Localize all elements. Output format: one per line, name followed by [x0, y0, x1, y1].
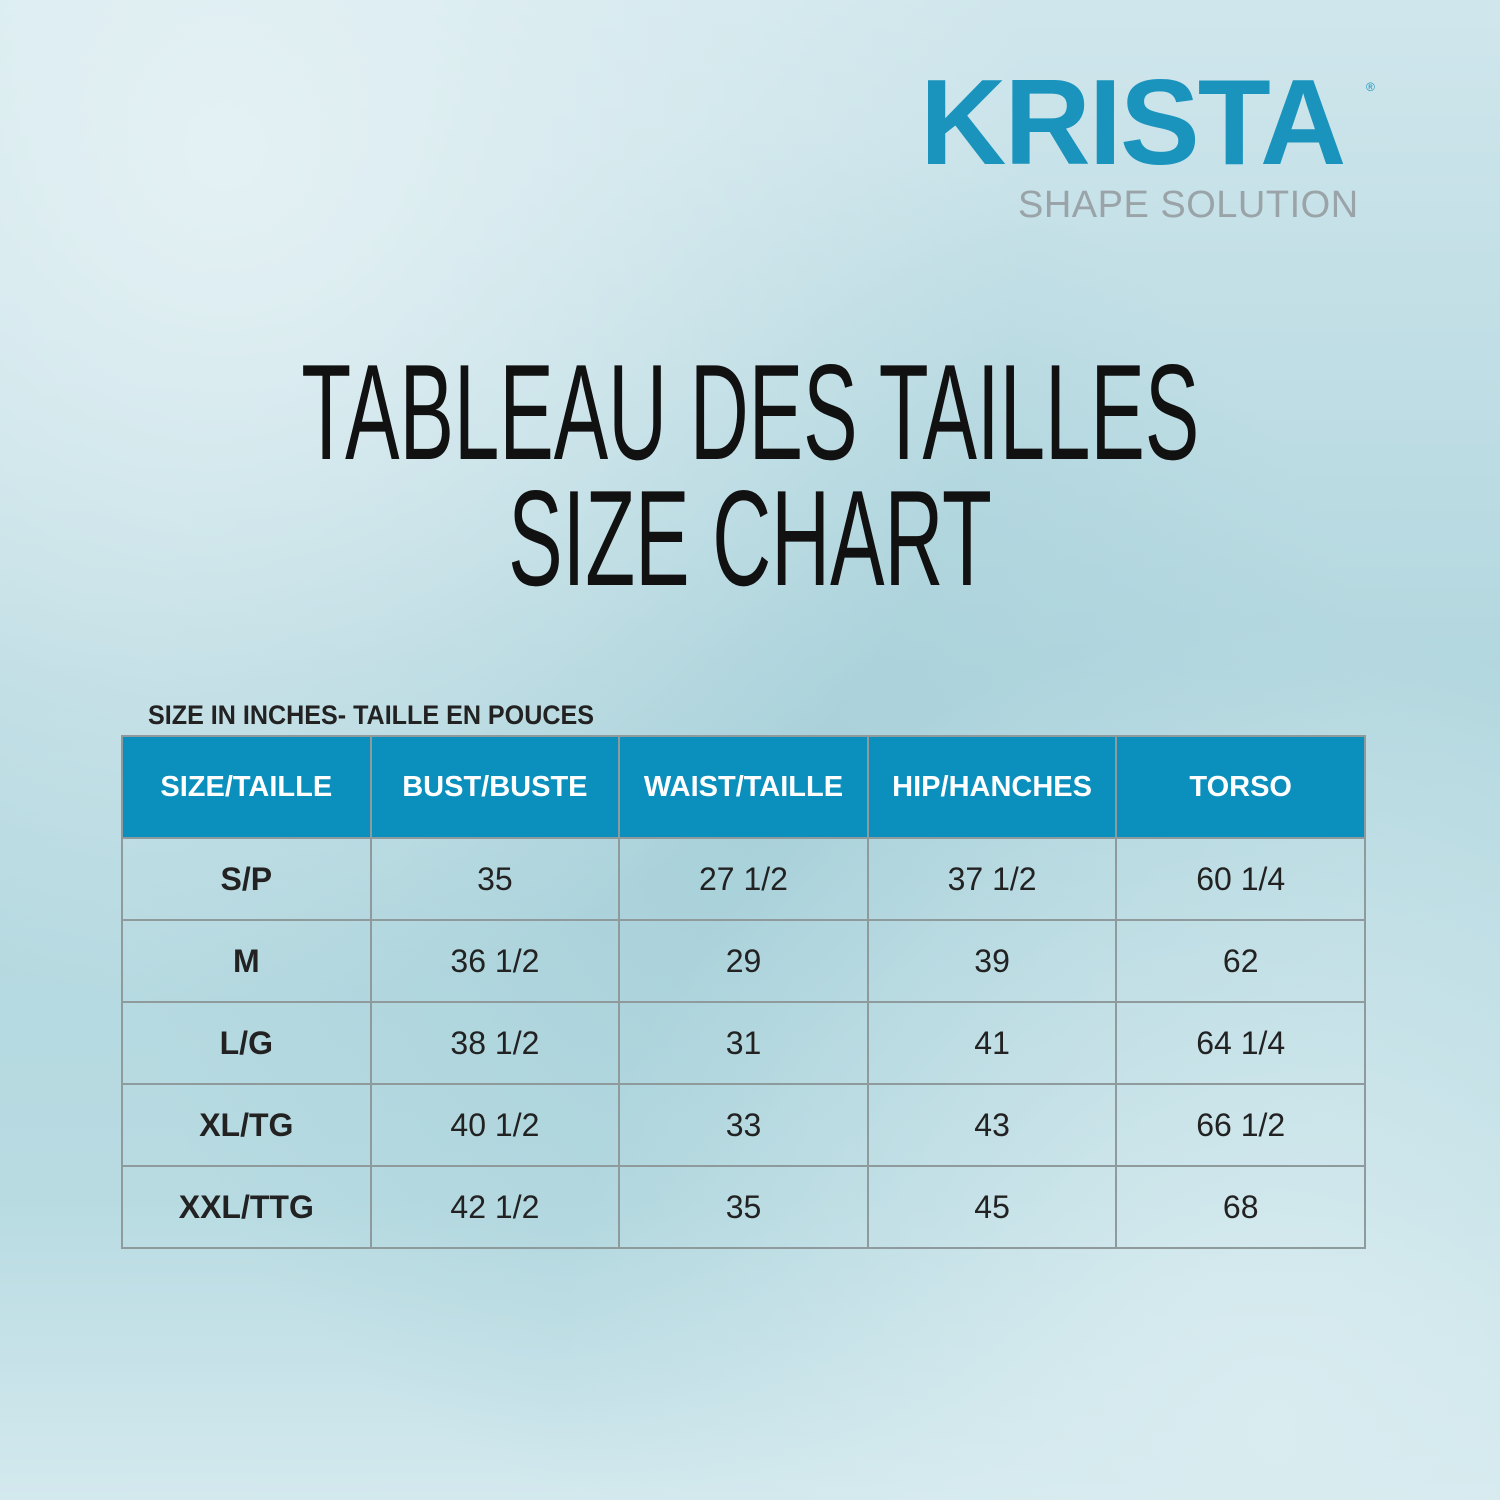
cell-torso: 64 1/4 — [1115, 1001, 1366, 1085]
registered-mark: ® — [1366, 80, 1375, 94]
cell-torso: 60 1/4 — [1115, 837, 1366, 921]
cell-hip: 41 — [866, 1001, 1118, 1085]
krista-logo: KRISTA ® SHAPE SOLUTION — [920, 54, 1375, 230]
cell-size: XL/TG — [121, 1083, 372, 1167]
title-french: TABLEAU DES TAILLES — [0, 336, 1500, 488]
cell-hip: 39 — [866, 919, 1118, 1003]
cell-size: XXL/TTG — [121, 1165, 372, 1249]
header-size: SIZE/TAILLE — [121, 735, 372, 839]
table-row: M 36 1/2 29 39 62 — [121, 919, 1366, 1003]
table-caption: SIZE IN INCHES- TAILLE EN POUCES — [148, 700, 594, 730]
cell-bust: 40 1/2 — [369, 1083, 621, 1167]
cell-hip: 37 1/2 — [866, 837, 1118, 921]
cell-bust: 35 — [369, 837, 621, 921]
size-table: SIZE/TAILLE BUST/BUSTE WAIST/TAILLE HIP/… — [121, 735, 1366, 1249]
cell-torso: 62 — [1115, 919, 1366, 1003]
cell-waist: 27 1/2 — [618, 837, 869, 921]
header-row: SIZE/TAILLE BUST/BUSTE WAIST/TAILLE HIP/… — [121, 735, 1366, 839]
cell-bust: 36 1/2 — [369, 919, 621, 1003]
title-line-1: TABLEAU DES TAILLES — [301, 336, 1199, 488]
table-row: L/G 38 1/2 31 41 64 1/4 — [121, 1001, 1366, 1085]
cell-waist: 29 — [618, 919, 869, 1003]
cell-hip: 45 — [866, 1165, 1118, 1249]
table-row: XXL/TTG 42 1/2 35 45 68 — [121, 1165, 1366, 1249]
header-waist: WAIST/TAILLE — [618, 735, 869, 839]
table-row: XL/TG 40 1/2 33 43 66 1/2 — [121, 1083, 1366, 1167]
cell-torso: 68 — [1115, 1165, 1366, 1249]
logo-brand: KRISTA — [920, 54, 1346, 190]
header-bust: BUST/BUSTE — [369, 735, 621, 839]
cell-torso: 66 1/2 — [1115, 1083, 1366, 1167]
header-hip: HIP/HANCHES — [866, 735, 1118, 839]
cell-bust: 38 1/2 — [369, 1001, 621, 1085]
logo-tagline: SHAPE SOLUTION — [1018, 184, 1359, 226]
cell-bust: 42 1/2 — [369, 1165, 621, 1249]
cell-waist: 33 — [618, 1083, 869, 1167]
cell-waist: 35 — [618, 1165, 869, 1249]
cell-size: S/P — [121, 837, 372, 921]
table-row: S/P 35 27 1/2 37 1/2 60 1/4 — [121, 837, 1366, 921]
cell-waist: 31 — [618, 1001, 869, 1085]
cell-hip: 43 — [866, 1083, 1118, 1167]
cell-size: L/G — [121, 1001, 372, 1085]
title-line-2: SIZE CHART — [508, 462, 992, 614]
header-torso: TORSO — [1115, 735, 1366, 839]
cell-size: M — [121, 919, 372, 1003]
title-english: SIZE CHART — [0, 462, 1500, 614]
